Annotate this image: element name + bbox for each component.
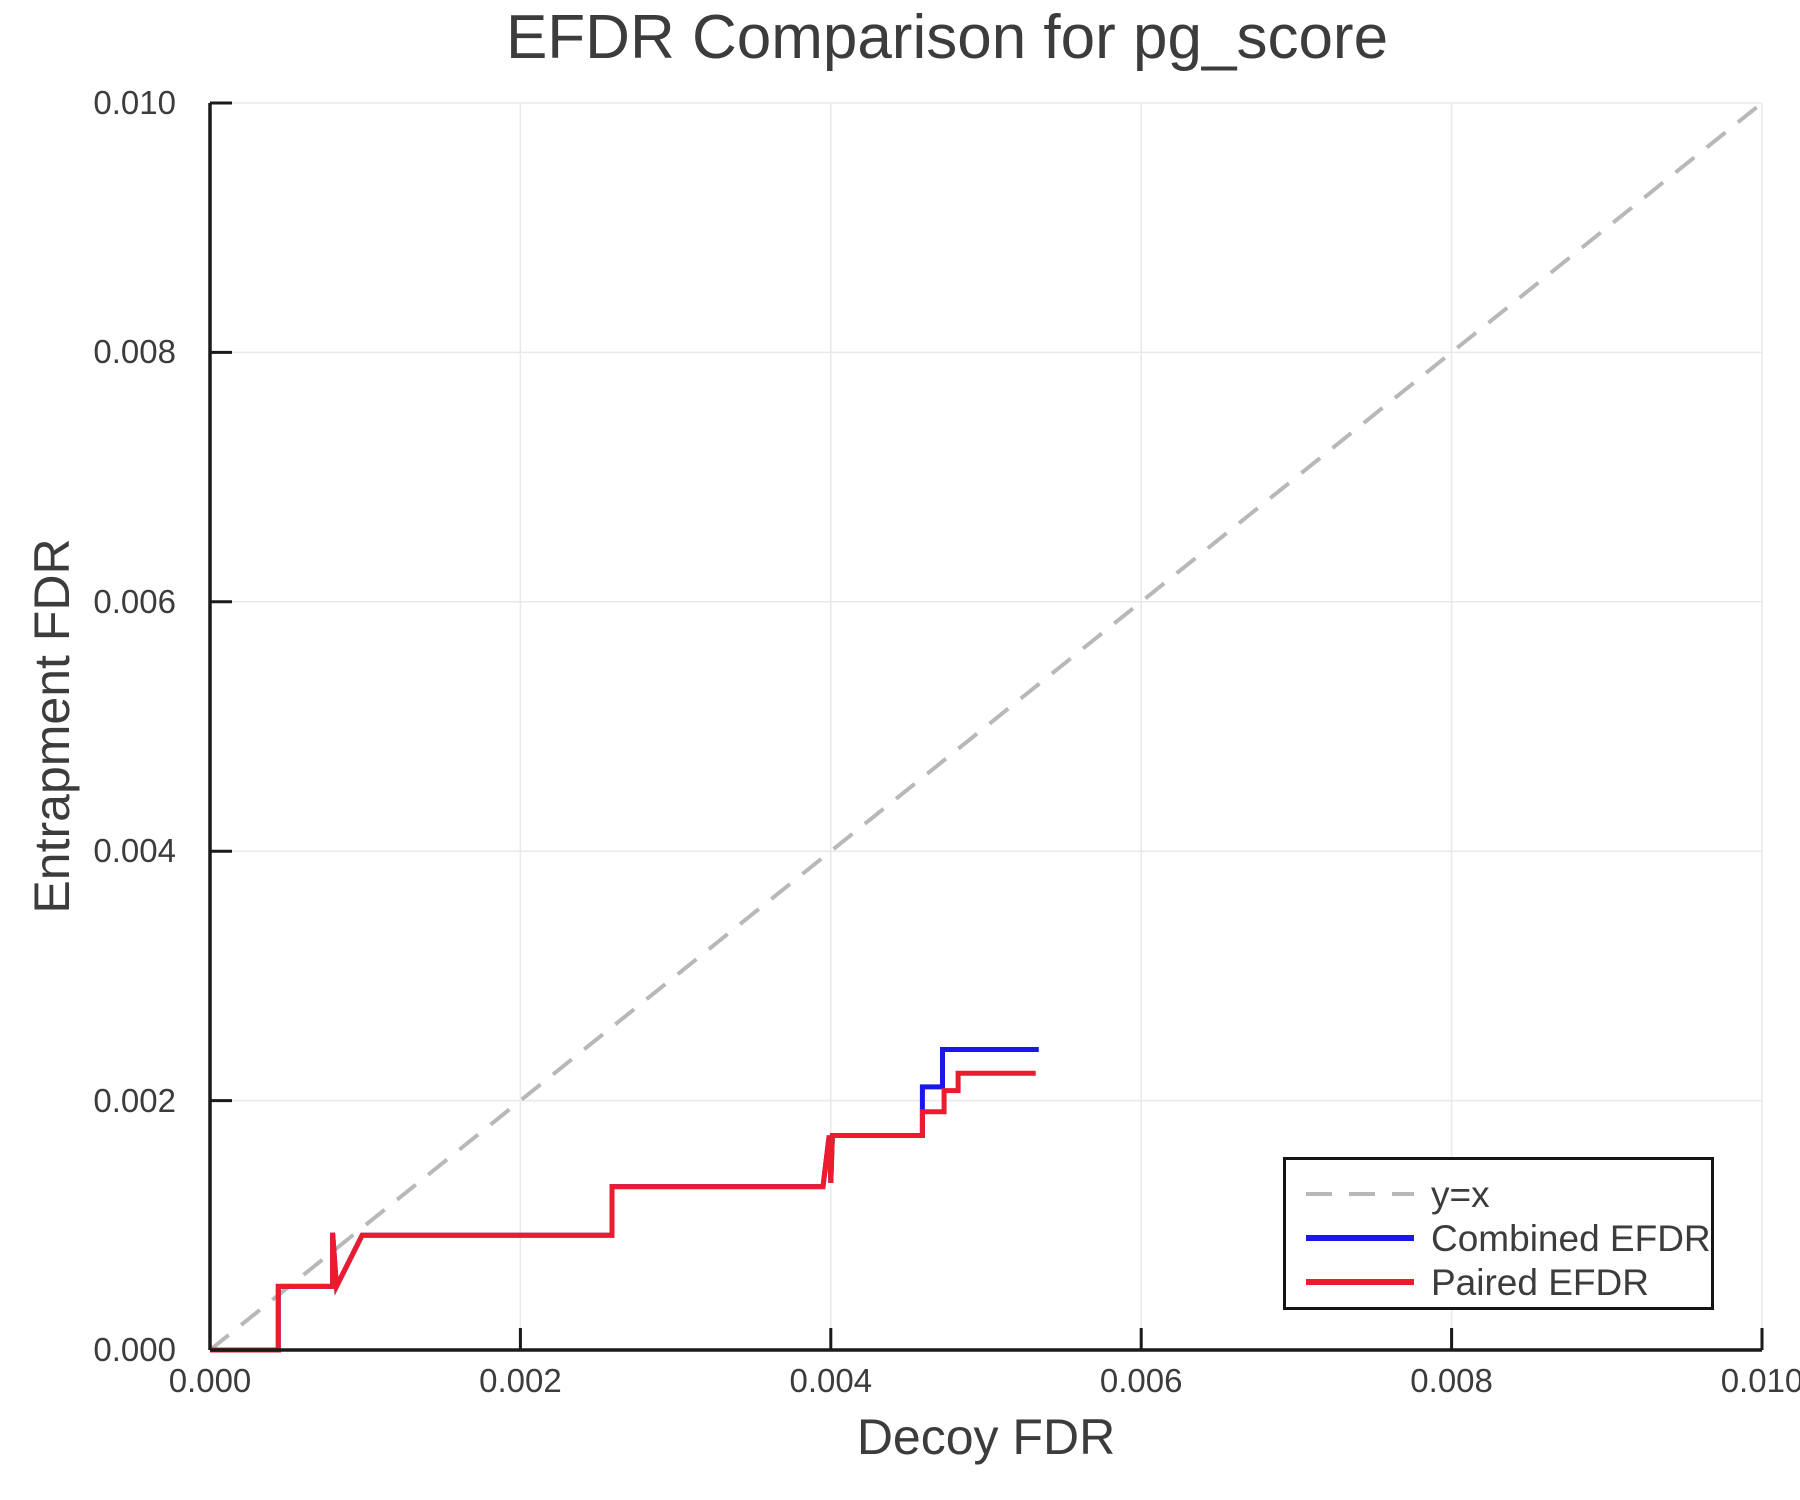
legend-dashed-line-sample bbox=[1306, 1192, 1414, 1196]
legend: y=x Combined EFDR Paired EFDR bbox=[1283, 1157, 1714, 1310]
series-line-combined-efdr bbox=[210, 1047, 1039, 1353]
y-tick-label: 0.004 bbox=[93, 832, 176, 870]
legend-label-yx: y=x bbox=[1431, 1173, 1490, 1215]
legend-row-paired: Paired EFDR bbox=[1304, 1260, 1711, 1304]
series-line-paired-efdr bbox=[210, 1070, 1036, 1353]
x-tick-label: 0.006 bbox=[1099, 1362, 1183, 1399]
y-tick-label: 0.006 bbox=[93, 582, 176, 620]
y-tick-label: 0.008 bbox=[93, 333, 176, 371]
legend-paired-line-sample bbox=[1306, 1279, 1414, 1285]
chart-title: EFDR Comparison for pg_score bbox=[505, 3, 1389, 72]
x-tick-label: 0.002 bbox=[479, 1362, 562, 1399]
y-tick-label: 0.002 bbox=[93, 1081, 176, 1119]
x-tick-label: 0.000 bbox=[168, 1362, 252, 1399]
legend-row-combined: Combined EFDR bbox=[1304, 1216, 1711, 1260]
x-tick-label: 0.008 bbox=[1410, 1362, 1493, 1399]
series-line-y-x bbox=[208, 101, 1764, 1352]
y-tick-label: 0.010 bbox=[93, 84, 176, 121]
x-axis-label: Decoy FDR bbox=[856, 1409, 1116, 1465]
y-tick-label: 0.000 bbox=[93, 1331, 176, 1368]
x-tick-label: 0.004 bbox=[789, 1362, 873, 1399]
legend-label-combined-efdr: Combined EFDR bbox=[1431, 1217, 1711, 1259]
legend-row-yx: y=x bbox=[1304, 1172, 1711, 1216]
legend-combined-line-sample bbox=[1306, 1235, 1414, 1241]
x-tick-label: 0.010 bbox=[1720, 1362, 1800, 1399]
legend-label-paired-efdr: Paired EFDR bbox=[1431, 1261, 1649, 1303]
